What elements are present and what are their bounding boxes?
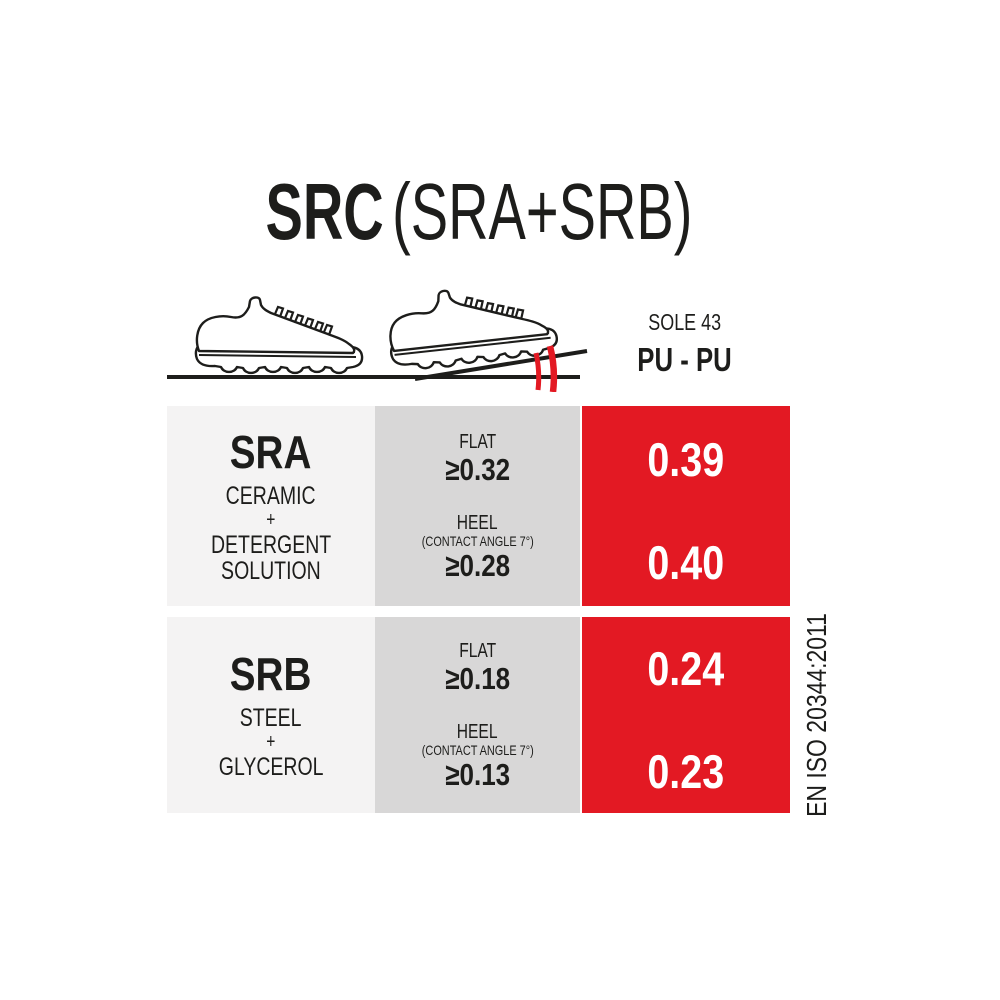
title-sra-srb: (SRA+SRB) — [391, 167, 692, 256]
sra-requirements-cell: FLAT ≥0.32 HEEL (CONTACT ANGLE 7°) ≥0.28 — [375, 406, 580, 606]
srb-results-cell: 0.24 0.23 — [580, 617, 790, 813]
srb-surface: STEEL — [240, 703, 302, 732]
shoes-illustration — [167, 280, 588, 392]
sra-code: SRA — [230, 425, 312, 478]
srb-requirements-cell: FLAT ≥0.18 HEEL (CONTACT ANGLE 7°) ≥0.13 — [375, 617, 580, 813]
sra-lubricant-line1: DETERGENT — [210, 530, 332, 559]
srb-flat-test-name: FLAT — [458, 639, 496, 662]
srb-flat-result-value: 0.24 — [647, 642, 725, 695]
sra-flat-test-name: FLAT — [458, 430, 496, 453]
sra-heel-contact-angle-note: (CONTACT ANGLE 7°) — [421, 532, 534, 549]
sole-size-label: SOLE 43 — [648, 309, 722, 335]
sra-label-cell: SRA CERAMIC + DETERGENT SOLUTION — [167, 406, 375, 606]
page-title: SRC (SRA+SRB) — [167, 172, 790, 252]
srb-code: SRB — [230, 647, 312, 700]
sra-surface: CERAMIC — [226, 481, 316, 510]
srb-heel-result-value: 0.23 — [647, 745, 725, 798]
standard-reference: EN ISO 20344:2011 — [801, 613, 832, 817]
sra-heel-requirement: HEEL (CONTACT ANGLE 7°) ≥0.28 — [406, 512, 550, 582]
sra-heel-test-name: HEEL — [457, 511, 498, 534]
sra-results-cell: 0.39 0.40 — [580, 406, 790, 606]
srb-plus-sign: + — [266, 730, 276, 753]
results-table: SRA CERAMIC + DETERGENT SOLUTION FLAT ≥0… — [167, 406, 790, 813]
contact-angle-arcs-icon — [533, 345, 558, 392]
sole-info: SOLE 43 PU - PU — [580, 309, 790, 378]
title-src: SRC — [265, 167, 384, 256]
table-row-sra: SRA CERAMIC + DETERGENT SOLUTION FLAT ≥0… — [167, 406, 790, 606]
srb-heel-test-name: HEEL — [457, 720, 498, 743]
srb-lubricant-line1: GLYCEROL — [218, 752, 324, 781]
srb-label-cell: SRB STEEL + GLYCEROL — [167, 617, 375, 813]
sra-heel-requirement-value: ≥0.28 — [445, 547, 510, 583]
flat-shoe-icon — [196, 297, 362, 373]
sole-material-label: PU - PU — [637, 341, 733, 378]
sra-flat-result-value: 0.39 — [647, 433, 725, 486]
sra-heel-result-value: 0.40 — [647, 536, 725, 589]
sra-flat-requirement-value: ≥0.32 — [445, 451, 510, 487]
sra-lubricant-line2: SOLUTION — [221, 556, 321, 585]
srb-heel-requirement-value: ≥0.13 — [445, 756, 510, 792]
srb-flat-requirement: FLAT ≥0.18 — [439, 640, 516, 695]
table-row-srb: SRB STEEL + GLYCEROL FLAT ≥0.18 HEEL (CO… — [167, 617, 790, 813]
srb-flat-requirement-value: ≥0.18 — [445, 660, 510, 696]
sra-flat-requirement: FLAT ≥0.32 — [439, 431, 516, 486]
sra-plus-sign: + — [266, 508, 276, 531]
srb-heel-contact-angle-note: (CONTACT ANGLE 7°) — [421, 741, 534, 758]
incline-line — [414, 349, 588, 381]
srb-heel-requirement: HEEL (CONTACT ANGLE 7°) ≥0.13 — [406, 721, 550, 791]
